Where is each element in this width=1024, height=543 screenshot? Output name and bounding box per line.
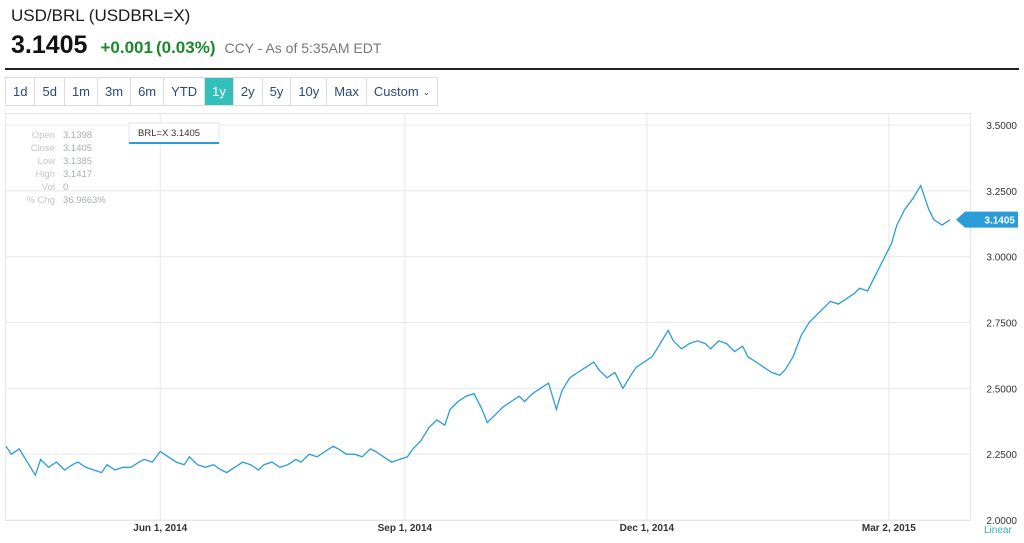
- tooltip-label: % Chg: [26, 195, 55, 206]
- tooltip-value: 0: [63, 182, 68, 193]
- price-chart: Jun 1, 2014 Sep 1, 2014 Dec 1, 2014 Mar 2, …: [5, 113, 1019, 538]
- range-button-label: 1d: [13, 84, 28, 99]
- tooltip-value: 36.9663%: [63, 195, 106, 206]
- range-button-5y[interactable]: 5y: [263, 78, 292, 105]
- tooltip-label: Vol: [42, 182, 55, 193]
- y-tick-label: 2.7500: [986, 319, 1017, 330]
- plot-frame: [5, 113, 971, 521]
- y-tick-label: 2.0000: [986, 516, 1017, 527]
- y-axis: 3.5000 3.2500 3.0000 2.7500 2.5000 2.2500 2.00…: [986, 121, 1017, 527]
- range-button-ytd[interactable]: YTD: [164, 78, 206, 105]
- range-button-1m[interactable]: 1m: [65, 78, 98, 105]
- y-tick-label: 2.5000: [986, 384, 1017, 395]
- scale-mode-toggle[interactable]: Linear: [984, 525, 1012, 536]
- tooltip-value: 3.1398: [63, 130, 92, 141]
- quote-summary: 3.1405 +0.001 (0.03%) CCY - As of 5:35AM…: [11, 31, 381, 60]
- chart-grid: [5, 113, 971, 521]
- x-tick-label: Mar 2, 2015: [862, 523, 916, 534]
- range-button-custom[interactable]: Custom ⌄: [367, 78, 437, 105]
- range-button-label: 5y: [269, 84, 284, 99]
- range-button-10y[interactable]: 10y: [291, 78, 328, 105]
- range-button-3m[interactable]: 3m: [98, 78, 132, 105]
- y-tick-label: 3.0000: [986, 253, 1017, 264]
- range-button-5d[interactable]: 5d: [35, 78, 65, 105]
- range-button-label: YTD: [171, 84, 198, 99]
- last-price-marker: 3.1405: [956, 211, 1018, 228]
- series-legend: BRL=X 3.1405: [128, 122, 220, 144]
- tooltip-label: Low: [38, 156, 56, 167]
- tooltip-label: High: [35, 169, 55, 180]
- price-series-line: [5, 184, 951, 477]
- y-tick-label: 3.5000: [986, 121, 1017, 132]
- tooltip-value: 3.1417: [63, 169, 92, 180]
- range-button-6m[interactable]: 6m: [131, 78, 165, 105]
- tooltip-label: Close: [31, 143, 55, 154]
- page-title: USD/BRL (USDBRL=X): [11, 6, 191, 25]
- range-button-label: 3m: [105, 84, 124, 99]
- range-button-2y[interactable]: 2y: [234, 78, 263, 105]
- range-button-label: Custom: [373, 84, 419, 99]
- y-tick-label: 3.2500: [986, 187, 1017, 198]
- last-price-badge: [956, 211, 1018, 228]
- price-change: +0.001: [100, 38, 153, 57]
- range-button-label: 5d: [42, 84, 57, 99]
- y-tick-label: 2.2500: [986, 450, 1017, 461]
- range-button-label: 10y: [298, 84, 320, 99]
- as-of-timestamp: CCY - As of 5:35AM EDT: [224, 40, 382, 56]
- range-button-label: 1m: [71, 84, 90, 99]
- legend-label: BRL=X 3.1405: [138, 128, 200, 139]
- x-tick-label: Sep 1, 2014: [378, 523, 433, 534]
- last-price: 3.1405: [11, 31, 88, 59]
- range-button-label: 2y: [240, 84, 255, 99]
- header-divider: [5, 68, 1019, 70]
- chevron-down-icon: ⌄: [422, 87, 431, 97]
- tooltip-label: Open: [32, 130, 55, 141]
- tooltip-value: 3.1385: [63, 156, 92, 167]
- last-price-label: 3.1405: [984, 216, 1015, 227]
- x-tick-label: Dec 1, 2014: [620, 523, 675, 534]
- ohlc-tooltip: Open 3.1398 Close 3.1405 Low 3.1385 High 3.1417…: [26, 130, 106, 206]
- range-button-label: 6m: [138, 84, 157, 99]
- range-button-1y[interactable]: 1y: [205, 78, 234, 105]
- range-button-max[interactable]: Max: [327, 78, 367, 105]
- tooltip-value: 3.1405: [63, 143, 92, 154]
- x-tick-label: Jun 1, 2014: [133, 523, 187, 534]
- price-change-percent: (0.03%): [155, 38, 216, 57]
- range-button-label: 1y: [212, 84, 226, 99]
- range-button-label: Max: [334, 84, 359, 99]
- range-selector: 1d 5d 1m 3m 6m YTD 1y 2y 5y 10y Max Custom ⌄: [5, 77, 439, 106]
- chart-svg: Jun 1, 2014 Sep 1, 2014 Dec 1, 2014 Mar 2, …: [5, 113, 1018, 536]
- x-axis: Jun 1, 2014 Sep 1, 2014 Dec 1, 2014 Mar 2, …: [133, 523, 916, 534]
- range-button-1d[interactable]: 1d: [6, 78, 36, 105]
